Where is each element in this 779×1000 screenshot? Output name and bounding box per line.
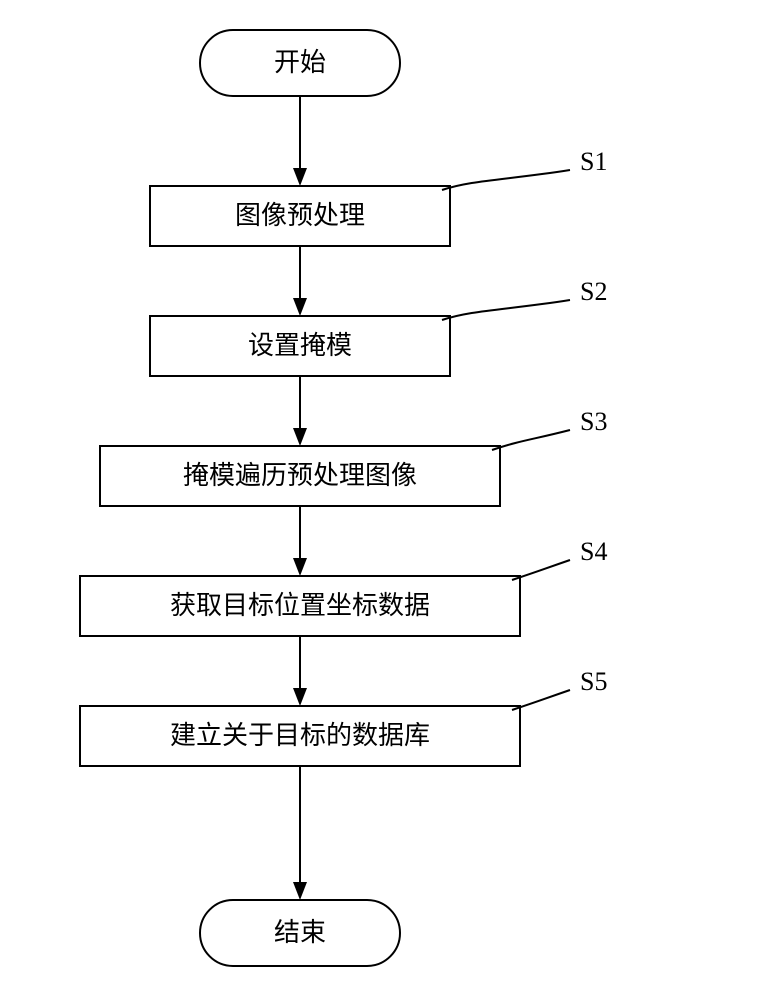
- callout-S1: [442, 170, 570, 190]
- label-S4: S4: [580, 537, 607, 566]
- step-S4-text: 获取目标位置坐标数据: [170, 591, 430, 620]
- arrow-to-S3-head: [293, 428, 307, 446]
- arrow-to-S1-head: [293, 168, 307, 186]
- arrow-to-S2-head: [293, 298, 307, 316]
- label-S2: S2: [580, 277, 607, 306]
- callout-S5: [512, 690, 570, 710]
- callout-S2: [442, 300, 570, 320]
- callout-S3: [492, 430, 570, 450]
- callout-S4: [512, 560, 570, 580]
- step-S1-text: 图像预处理: [235, 201, 365, 230]
- terminator-start-text: 开始: [274, 48, 326, 77]
- label-S5: S5: [580, 667, 607, 696]
- arrow-to-S5-head: [293, 688, 307, 706]
- step-S2-text: 设置掩模: [248, 331, 352, 360]
- arrow-to-end-head: [293, 882, 307, 900]
- step-S5-text: 建立关于目标的数据库: [170, 721, 430, 750]
- label-S3: S3: [580, 407, 607, 436]
- label-S1: S1: [580, 147, 607, 176]
- arrow-to-S4-head: [293, 558, 307, 576]
- terminator-end-text: 结束: [274, 918, 326, 947]
- step-S3-text: 掩模遍历预处理图像: [183, 461, 417, 490]
